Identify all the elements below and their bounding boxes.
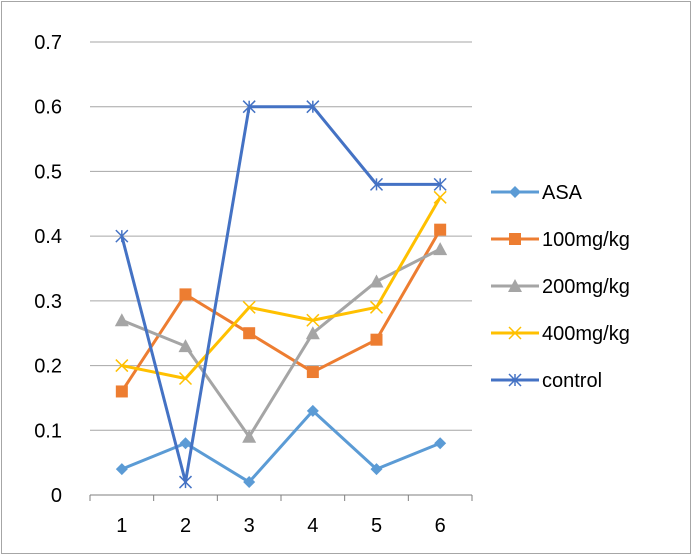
legend-label: 100mg/kg [542, 229, 630, 251]
series-line [121, 196, 442, 381]
data-point [242, 100, 256, 114]
series-line [120, 228, 442, 393]
legend-marker [508, 279, 522, 292]
data-point [433, 190, 447, 204]
series-group [114, 100, 448, 489]
data-point [370, 463, 383, 476]
series-line [120, 105, 441, 484]
data-point [179, 288, 192, 301]
x-tick-label: 2 [180, 515, 191, 537]
y-tick-label: 0.3 [34, 291, 62, 313]
legend-entry: 200mg/kg [491, 276, 630, 298]
y-tick-label: 0.4 [34, 226, 62, 248]
data-point [115, 385, 128, 398]
y-tick-label: 0.7 [34, 32, 62, 54]
series-200mg/kg [114, 242, 448, 443]
legend-entry: 400mg/kg [491, 323, 630, 345]
data-point [242, 300, 256, 314]
legend-entry: ASA [491, 182, 583, 204]
data-point [369, 274, 384, 288]
legend-marker [509, 233, 521, 245]
legend-entry: control [491, 370, 602, 392]
data-point [305, 326, 320, 340]
x-tick-label: 5 [371, 515, 382, 537]
legend-label: 400mg/kg [542, 323, 630, 345]
data-point [115, 229, 129, 243]
legend-marker [508, 373, 522, 387]
series-400mg/kg [115, 190, 447, 386]
data-point [369, 177, 384, 191]
series-control [115, 100, 447, 489]
x-tick-label: 3 [244, 515, 255, 537]
data-point [433, 177, 447, 191]
legend-entry: 100mg/kg [491, 229, 630, 251]
data-point [306, 100, 320, 114]
data-point [243, 327, 256, 340]
data-point [242, 429, 257, 443]
data-point [306, 366, 319, 379]
data-point [306, 313, 320, 327]
series-line [121, 247, 441, 439]
legend-label: 200mg/kg [542, 276, 630, 298]
data-point [243, 476, 256, 489]
data-point [433, 242, 448, 256]
x-tick-label: 6 [435, 515, 446, 537]
data-point [434, 223, 447, 236]
series-line [121, 409, 441, 484]
legend-marker [509, 186, 521, 198]
x-tick-label: 4 [307, 515, 318, 537]
data-point [434, 437, 447, 450]
legend-label: ASA [542, 182, 583, 204]
data-point [115, 359, 129, 373]
data-point [114, 313, 129, 327]
y-tick-label: 0 [51, 485, 62, 507]
y-tick-label: 0.6 [34, 97, 62, 119]
data-point [179, 437, 192, 450]
data-point [115, 463, 128, 476]
y-tick-label: 0.1 [34, 420, 62, 442]
data-point [306, 404, 319, 417]
legend-label: control [542, 370, 602, 392]
y-axis-ticks: 0 0.1 0.2 0.3 0.4 0.5 0.6 0.7 [34, 32, 62, 507]
legend-marker [508, 326, 522, 340]
data-point [370, 333, 383, 346]
x-tick-label: 1 [116, 515, 127, 537]
data-point [178, 371, 193, 386]
legend: ASA 100mg/kg 200mg/kg 400mg/kg control [491, 182, 630, 392]
series-ASA [115, 404, 447, 489]
data-point [178, 339, 193, 353]
data-point [369, 300, 384, 314]
x-axis-ticks: 1 2 3 4 5 6 [89, 495, 473, 537]
y-tick-label: 0.5 [34, 161, 62, 183]
data-point [178, 475, 193, 489]
series-100mg/kg [115, 223, 447, 398]
y-tick-label: 0.2 [34, 356, 62, 378]
